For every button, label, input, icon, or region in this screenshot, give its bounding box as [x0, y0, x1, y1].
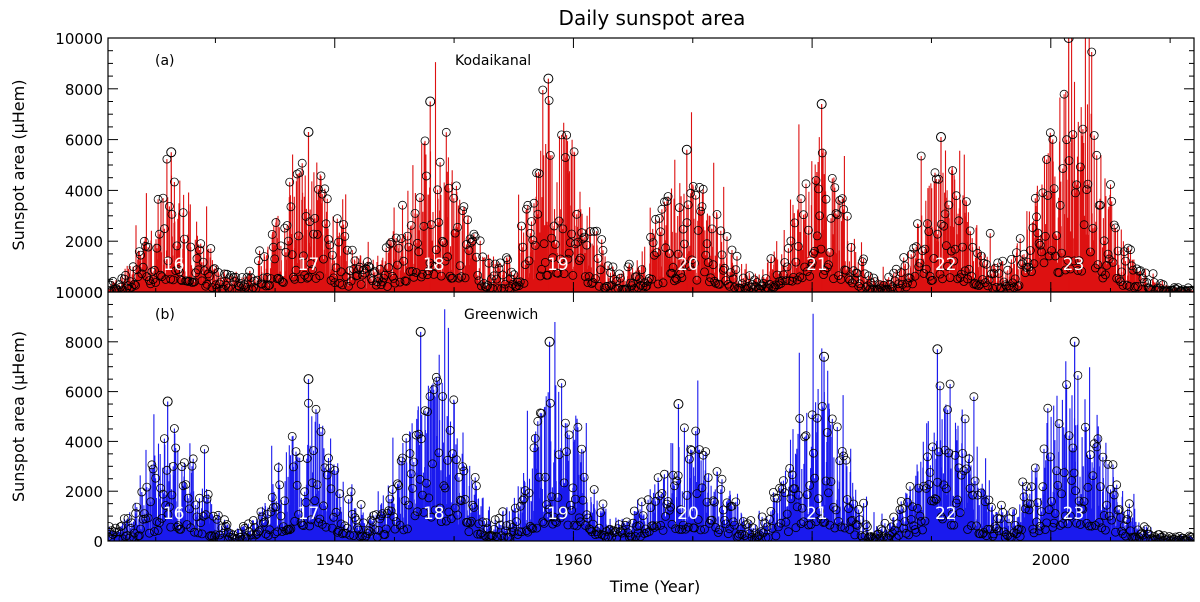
- data-point-markers: [108, 371, 1194, 541]
- cycle-label-19: 19: [547, 504, 569, 524]
- cycle-label-16: 16: [163, 504, 185, 524]
- observatory-label: Kodaikanal: [455, 53, 531, 69]
- cycle-18-peak-marker: [425, 96, 436, 107]
- cycle-label-23: 23: [1063, 255, 1085, 275]
- data-series: [108, 38, 1194, 292]
- observatory-label: Greenwich: [464, 307, 538, 323]
- cycle-20-peak-marker: [681, 144, 692, 155]
- cycle-21-peak-marker: [816, 99, 827, 110]
- y-tick-label: 0: [93, 284, 103, 302]
- cycle-label-22: 22: [935, 504, 957, 524]
- cycle-17-peak-marker: [303, 374, 314, 385]
- panel-tag: (a): [155, 53, 175, 69]
- y-tick-label: 8000: [65, 81, 103, 99]
- cycle-16-peak-marker: [162, 396, 173, 407]
- y-tick-label: 4000: [65, 433, 103, 451]
- cycle-label-16: 16: [163, 255, 185, 275]
- y-tick-label: 0: [93, 533, 103, 551]
- cycle-17-peak-marker: [303, 126, 314, 137]
- cycle-label-20: 20: [677, 504, 699, 524]
- cycle-label-17: 17: [298, 255, 320, 275]
- y-axis-label: Sunspot area (μHem): [9, 80, 28, 251]
- cycle-label-21: 21: [806, 255, 828, 275]
- y-tick-label: 6000: [65, 384, 103, 402]
- x-tick-label: 1960: [554, 551, 592, 569]
- cycle-22-peak-marker: [932, 344, 943, 355]
- panels: 16 17 18 19 20 21 22 23 0 2000 4000 6000 8000 10000 (a…: [9, 30, 1195, 596]
- cycle-label-17: 17: [298, 504, 320, 524]
- y-tick-label: 10000: [55, 30, 103, 48]
- x-tick-label: 2000: [1032, 551, 1070, 569]
- cycle-label-20: 20: [677, 255, 699, 275]
- panel-a: 16 17 18 19 20 21 22 23 0 2000 4000 6000 8000 10000 (a…: [9, 30, 1195, 302]
- cycle-21-peak-marker: [819, 351, 830, 362]
- x-axis-label: Time (Year): [609, 577, 701, 596]
- cycle-label-22: 22: [935, 255, 957, 275]
- y-tick-label: 10000: [55, 284, 103, 302]
- cycle-19-peak-marker: [543, 73, 554, 84]
- cycle-label-19: 19: [547, 255, 569, 275]
- cycle-16-peak-marker: [166, 147, 177, 158]
- cycle-label-18: 18: [423, 255, 445, 275]
- cycle-20-peak-marker: [673, 399, 684, 410]
- y-tick-label: 8000: [65, 334, 103, 352]
- cycle-23-peak-marker: [1069, 336, 1080, 347]
- data-point-markers: [108, 47, 1194, 292]
- cycle-19-peak-marker: [544, 336, 555, 347]
- cycle-23-peak-marker: [1063, 38, 1074, 43]
- cycle-label-23: 23: [1063, 504, 1085, 524]
- cycle-18-peak-marker: [415, 326, 426, 337]
- y-tick-label: 6000: [65, 132, 103, 150]
- cycle-label-18: 18: [423, 504, 445, 524]
- cycle-label-21: 21: [806, 504, 828, 524]
- y-axis-label: Sunspot area (μHem): [9, 331, 28, 502]
- series-spikes: [108, 38, 1194, 292]
- y-tick-label: 2000: [65, 483, 103, 501]
- panel-b: 16 17 18 19 20 21 22 23 0 2000 4000 6000 8000 10000 19…: [9, 284, 1195, 596]
- y-tick-label: 4000: [65, 182, 103, 200]
- figure-title: Daily sunspot area: [559, 6, 746, 30]
- cycle-22-peak-marker: [935, 132, 946, 143]
- x-tick-label: 1980: [793, 551, 831, 569]
- x-tick-label: 1940: [316, 551, 354, 569]
- panel-tag: (b): [155, 307, 175, 323]
- data-series: [108, 309, 1194, 541]
- y-tick-label: 2000: [65, 233, 103, 251]
